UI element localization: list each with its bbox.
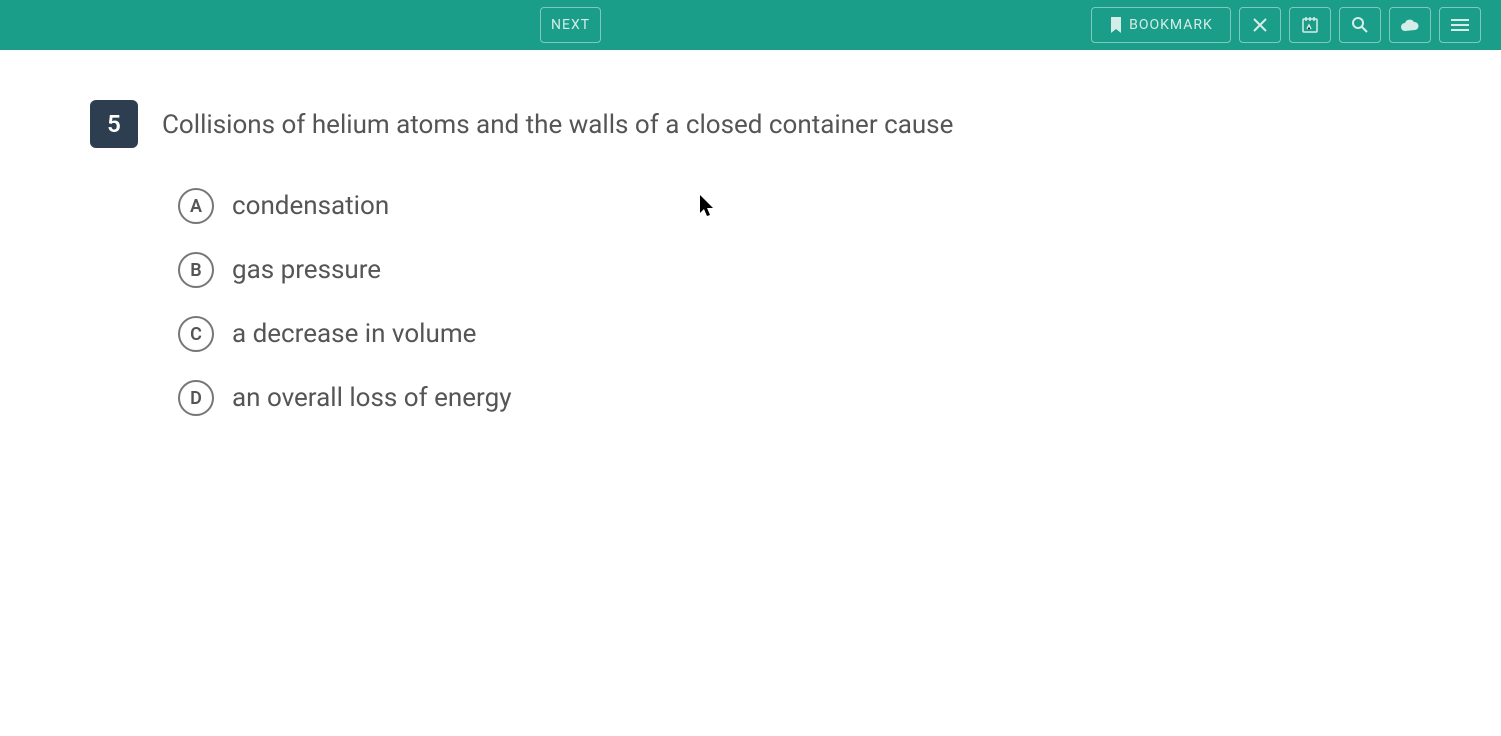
question-text: Collisions of helium atoms and the walls… (162, 100, 953, 145)
cloud-button[interactable] (1389, 7, 1431, 43)
option-letter: D (178, 380, 214, 416)
notes-icon (1301, 16, 1319, 34)
option-text: condensation (232, 191, 389, 221)
option-c[interactable]: C a decrease in volume (178, 316, 1411, 352)
menu-button[interactable] (1439, 7, 1481, 43)
top-toolbar: NEXT BOOKMARK (0, 0, 1501, 50)
question-content: 5 Collisions of helium atoms and the wal… (0, 50, 1501, 466)
close-icon (1252, 17, 1268, 33)
notes-button[interactable] (1289, 7, 1331, 43)
close-button[interactable] (1239, 7, 1281, 43)
option-b[interactable]: B gas pressure (178, 252, 1411, 288)
next-label: NEXT (551, 17, 590, 33)
option-text: gas pressure (232, 255, 381, 285)
question-number-badge: 5 (90, 100, 138, 148)
option-letter: B (178, 252, 214, 288)
bookmark-label: BOOKMARK (1129, 17, 1213, 33)
option-letter: C (178, 316, 214, 352)
options-list: A condensation B gas pressure C a decrea… (90, 188, 1411, 416)
cloud-icon (1400, 18, 1420, 32)
next-button[interactable]: NEXT (540, 7, 601, 43)
option-letter: A (178, 188, 214, 224)
bookmark-icon (1109, 17, 1123, 33)
search-icon (1351, 16, 1369, 34)
search-button[interactable] (1339, 7, 1381, 43)
question-row: 5 Collisions of helium atoms and the wal… (90, 100, 1411, 148)
option-d[interactable]: D an overall loss of energy (178, 380, 1411, 416)
question-number: 5 (107, 110, 121, 138)
menu-icon (1451, 18, 1469, 32)
option-a[interactable]: A condensation (178, 188, 1411, 224)
bookmark-button[interactable]: BOOKMARK (1091, 7, 1231, 43)
option-text: an overall loss of energy (232, 383, 512, 413)
option-text: a decrease in volume (232, 319, 476, 349)
